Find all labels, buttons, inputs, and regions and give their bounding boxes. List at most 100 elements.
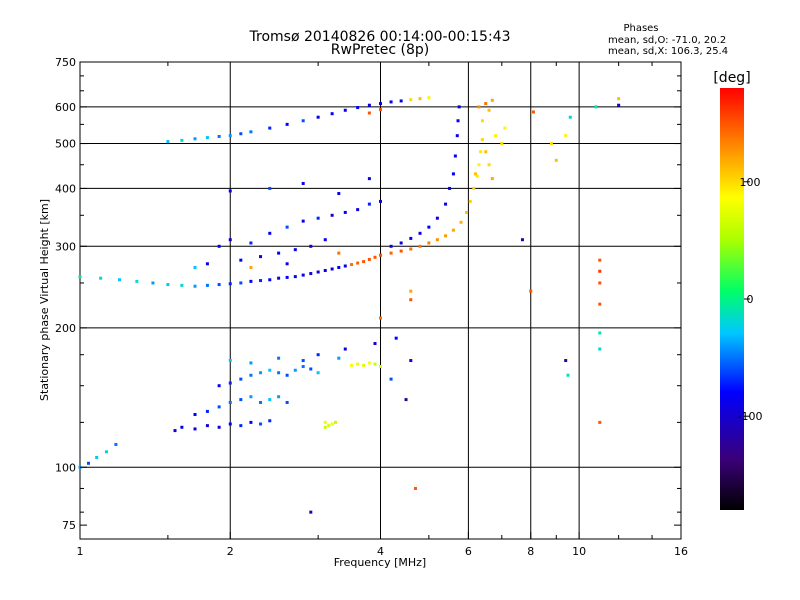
data-point [598,302,602,306]
data-point [249,395,253,399]
x-tick-label: 6 [465,545,472,558]
data-points [78,96,621,514]
data-point [477,105,481,109]
data-point [453,154,457,158]
x-tick-label: 2 [227,545,234,558]
data-point [479,150,483,154]
data-point [316,371,320,375]
data-point [205,262,209,266]
data-point [87,461,91,465]
data-point [249,420,253,424]
data-point [309,272,313,276]
data-point [268,231,272,235]
data-point [239,377,243,381]
data-point [350,363,354,367]
data-point [343,108,347,112]
data-point [564,134,568,138]
data-point [268,398,272,402]
data-point [472,186,476,190]
data-point [323,425,327,429]
data-point [350,263,354,267]
data-point [316,270,320,274]
data-point [594,105,598,109]
data-point [367,111,371,115]
data-point [487,163,491,167]
data-point [480,119,484,123]
data-point [259,371,263,375]
data-point [418,231,422,235]
data-point [228,381,232,385]
data-point [293,275,297,279]
data-point [99,276,103,280]
data-point [468,199,472,203]
data-point [180,425,184,429]
data-point [217,405,221,409]
colorbar-tick-label: -100 [738,410,763,423]
data-point [135,279,139,283]
data-point [362,363,366,367]
x-axis-label: Frequency [MHz] [334,556,426,569]
data-point [193,412,197,416]
data-point [356,106,360,110]
colorbar-tick-label: 100 [740,176,761,189]
data-point [566,373,570,377]
data-point [598,281,602,285]
data-point [409,236,413,240]
data-point [409,247,413,251]
data-point [166,283,170,287]
data-point [337,356,341,360]
data-point [367,361,371,365]
data-point [217,134,221,138]
data-point [228,134,232,138]
data-point [379,365,382,369]
data-point [444,234,448,238]
data-point [494,134,498,138]
data-point [404,398,408,402]
data-point [95,455,99,459]
data-point [394,336,398,340]
data-point [373,362,377,366]
data-point [409,289,413,293]
data-point [379,108,382,112]
x-tick-label: 1 [77,545,84,558]
data-point [316,216,320,220]
chart-subtitle: RwPretec (8p) [331,42,429,58]
data-point [379,102,382,106]
data-point [399,99,403,103]
data-point [205,409,209,413]
data-point [330,213,334,217]
data-point [104,450,108,454]
data-point [277,251,281,255]
data-point [205,424,209,428]
data-point [484,102,488,106]
data-point [598,331,602,335]
data-point [259,400,263,404]
data-point [301,119,305,123]
x-tick-label: 10 [572,545,586,558]
data-point [239,258,243,262]
data-point [180,283,184,287]
y-tick-label: 750 [55,56,76,69]
data-point [268,126,272,130]
data-point [484,150,488,154]
data-point [193,284,197,288]
phase-box-title: Phases [623,23,658,34]
data-point [293,248,297,252]
data-point [529,289,533,293]
data-point [379,316,382,320]
data-point [249,373,253,377]
data-point [598,269,602,273]
data-point [343,264,347,268]
data-point [337,251,341,255]
data-point [277,395,281,399]
data-point [151,281,155,285]
x-tick-label: 16 [674,545,688,558]
data-point [277,371,281,375]
data-point [399,241,403,245]
y-axis: 75 100 200 300 400 500 600 750 [55,56,681,532]
data-point [379,199,382,203]
data-point [367,177,371,181]
colorbar-label: [deg] [713,70,750,86]
data-point [193,427,197,431]
